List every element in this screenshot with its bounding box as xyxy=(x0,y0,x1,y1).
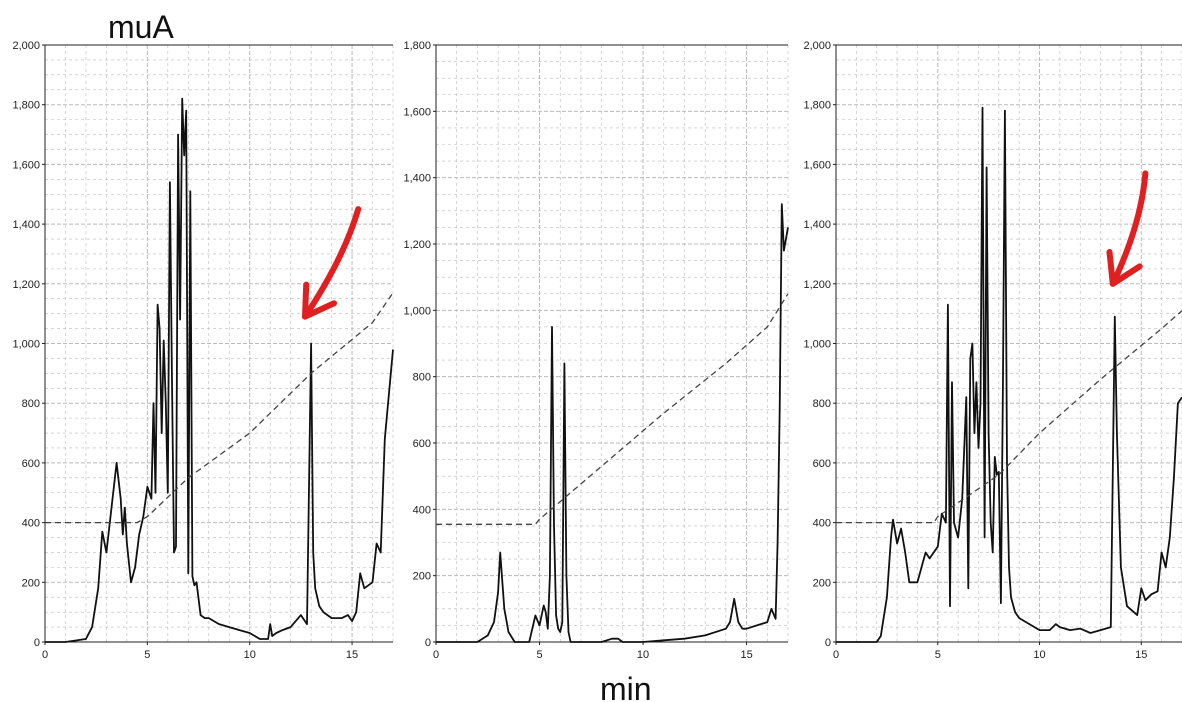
chart-panel-middle: 0 200 400 600 800 1,000 1,200 1,400 1,600 1,800 0 5… xyxy=(403,40,789,661)
series-trace-line xyxy=(45,97,394,643)
x-tick-label: 0 xyxy=(42,649,48,661)
chart-panel-left: 0 200 400 600 800 1,000 1,200 1,400 1,600 1,800 2,… xyxy=(12,40,394,661)
y-tick-label: 1,800 xyxy=(12,100,40,112)
x-tick-label: 15 xyxy=(346,649,358,661)
x-tick-label: 15 xyxy=(740,649,752,661)
y-tick-label: 600 xyxy=(813,458,831,470)
y-tick-label: 1,600 xyxy=(12,159,40,171)
x-tick-label: 5 xyxy=(144,649,150,661)
x-tick-label: 10 xyxy=(637,649,649,661)
series-gradient-line xyxy=(836,310,1182,524)
y-tick-label: 1,200 xyxy=(403,239,431,251)
y-tick-label: 600 xyxy=(413,438,431,450)
y-tick-label: 0 xyxy=(34,637,40,649)
y-tick-label: 1,800 xyxy=(403,40,431,52)
annotation-arrow-shaft xyxy=(301,206,362,320)
y-tick-label: 0 xyxy=(825,637,831,649)
y-tick-label: 400 xyxy=(813,518,831,530)
annotation-arrow-shaft xyxy=(1109,170,1149,287)
y-tick-label: 800 xyxy=(813,398,831,410)
x-tick-label: 0 xyxy=(433,649,439,661)
x-tick-label: 15 xyxy=(1135,649,1147,661)
x-tick-label: 5 xyxy=(536,649,542,661)
y-tick-label: 1,600 xyxy=(803,159,831,171)
y-tick-label: 1,000 xyxy=(803,339,831,351)
y-tick-label: 400 xyxy=(22,518,40,530)
series-gradient-line xyxy=(45,292,394,524)
series-gradient-line xyxy=(436,293,789,525)
x-tick-label: 10 xyxy=(244,649,256,661)
y-tick-label: 200 xyxy=(413,571,431,583)
y-tick-label: 1,000 xyxy=(403,305,431,317)
y-tick-label: 1,800 xyxy=(803,100,831,112)
series-trace-line xyxy=(436,203,789,643)
x-tick-label: 5 xyxy=(935,649,941,661)
y-tick-label: 800 xyxy=(22,398,40,410)
y-tick-label: 0 xyxy=(425,637,431,649)
y-tick-label: 1,400 xyxy=(403,173,431,185)
y-tick-label: 400 xyxy=(413,504,431,516)
y-tick-label: 1,000 xyxy=(12,339,40,351)
chart-panels: 0 200 400 600 800 1,000 1,200 1,400 1,600 1,800 2,… xyxy=(12,40,1182,661)
y-tick-label: 1,600 xyxy=(403,106,431,118)
y-tick-label: 1,200 xyxy=(803,279,831,291)
y-tick-label: 1,200 xyxy=(12,279,40,291)
y-tick-label: 2,000 xyxy=(803,40,831,52)
y-tick-label: 2,000 xyxy=(12,40,40,52)
y-tick-label: 600 xyxy=(22,458,40,470)
y-tick-label: 1,400 xyxy=(803,219,831,231)
series-trace-line xyxy=(836,106,1182,643)
y-unit-label: muA xyxy=(108,9,174,45)
y-tick-label: 1,400 xyxy=(12,219,40,231)
x-tick-label: 0 xyxy=(833,649,839,661)
chart-panel-right: 0 200 400 600 800 1,000 1,200 1,400 1,600 1,800 2,… xyxy=(803,40,1182,661)
annotation-arrow-head xyxy=(1106,248,1143,287)
y-tick-label: 800 xyxy=(413,372,431,384)
x-unit-label: min xyxy=(600,671,652,702)
annotation-arrow-head xyxy=(301,281,338,320)
y-tick-label: 200 xyxy=(813,577,831,589)
y-tick-label: 200 xyxy=(22,577,40,589)
x-tick-label: 10 xyxy=(1033,649,1045,661)
